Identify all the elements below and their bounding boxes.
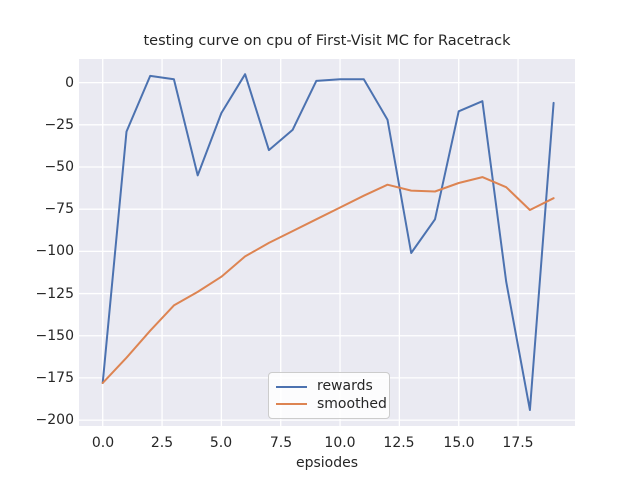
legend-item-rewards: rewards xyxy=(276,378,381,395)
legend-label-smoothed: smoothed xyxy=(317,395,387,412)
legend-line-swatch-smoothed xyxy=(276,403,307,406)
x-axis-tick-label: 12.5 xyxy=(383,435,415,451)
legend-line-swatch-rewards xyxy=(276,385,307,388)
rewards-line xyxy=(101,73,555,411)
y-axis-tick-label: −150 xyxy=(35,328,74,344)
y-axis-tick-label: −100 xyxy=(35,243,74,259)
x-axis-tick-label: 2.5 xyxy=(150,435,174,451)
x-axis-tick-label: 15.0 xyxy=(443,435,475,451)
legend-label-rewards: rewards xyxy=(317,378,373,395)
y-axis-tick-label: 0 xyxy=(65,75,74,91)
x-axis-tick-label: 7.5 xyxy=(269,435,293,451)
chart-title: testing curve on cpu of First-Visit MC f… xyxy=(143,33,511,49)
legend-item-smoothed: smoothed xyxy=(276,396,387,413)
y-axis-tick-label: −75 xyxy=(44,201,74,217)
x-axis-label: epsiodes xyxy=(295,455,359,471)
x-axis-tick-label: 5.0 xyxy=(209,435,233,451)
x-axis-tick-label: 17.5 xyxy=(502,435,534,451)
y-axis-tick-label: −25 xyxy=(44,117,74,133)
x-axis-tick-label: 0.0 xyxy=(91,435,115,451)
x-axis-tick-label: 10.0 xyxy=(324,435,356,451)
y-axis-tick-label: −200 xyxy=(35,412,74,428)
legend: rewards smoothed xyxy=(268,372,390,419)
y-axis-tick-label: −175 xyxy=(35,370,74,386)
y-axis-tick-label: −125 xyxy=(35,286,74,302)
smoothed-line xyxy=(101,176,555,384)
y-axis-tick-label: −50 xyxy=(44,159,74,175)
